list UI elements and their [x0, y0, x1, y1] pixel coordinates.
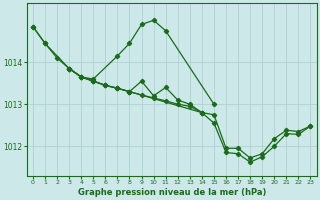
X-axis label: Graphe pression niveau de la mer (hPa): Graphe pression niveau de la mer (hPa) [77, 188, 266, 197]
